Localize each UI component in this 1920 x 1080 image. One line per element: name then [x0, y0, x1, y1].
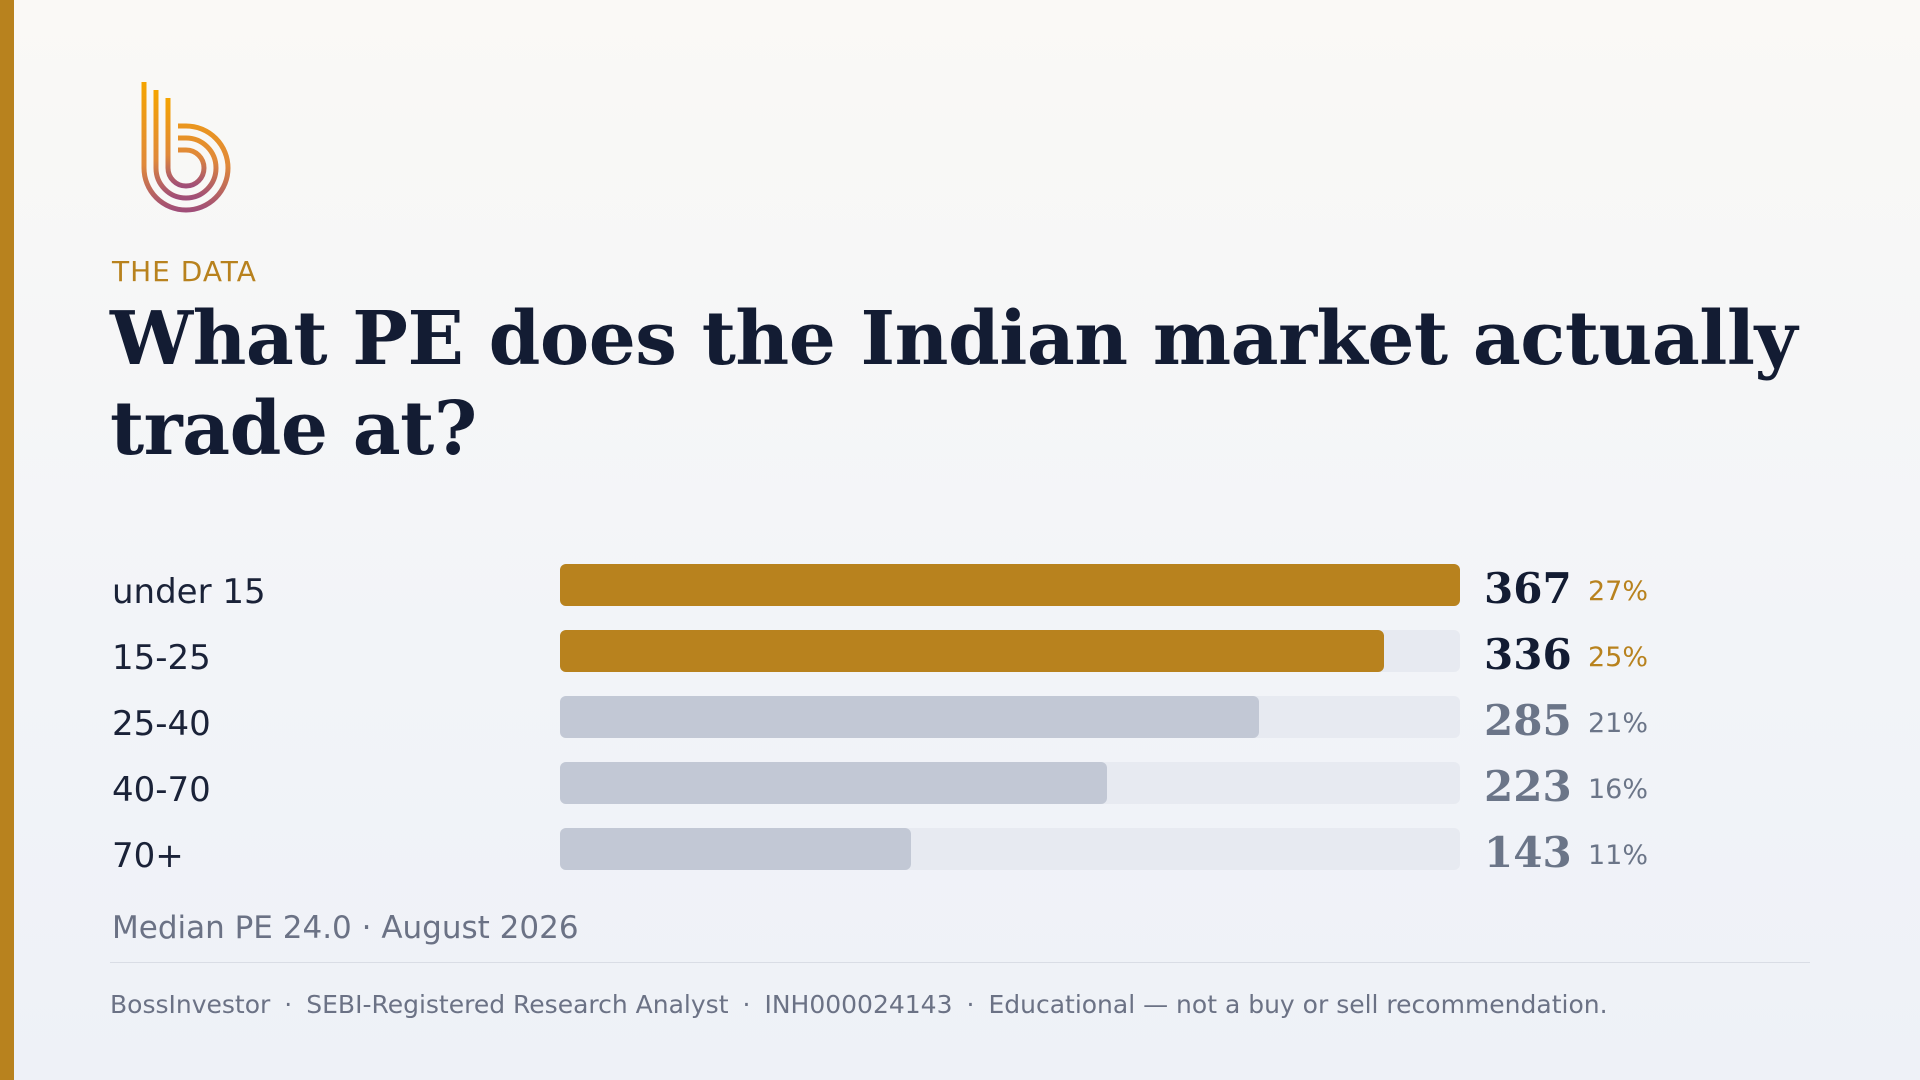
percent-label: 27% [1588, 576, 1649, 607]
separator: · [966, 990, 975, 1019]
b-logo-icon [141, 82, 231, 213]
disclaimer-note: Educational — not a buy or sell recommen… [988, 990, 1608, 1019]
page-title: What PE does the Indian market actually … [110, 296, 1798, 472]
percent-label: 25% [1588, 642, 1649, 673]
bar-row: 25-40 285 21% [0, 696, 1920, 746]
disclaimer-role: SEBI-Registered Research Analyst [306, 990, 729, 1019]
disclaimer-registration: INH000024143 [764, 990, 953, 1019]
bar-row: 15-25 336 25% [0, 630, 1920, 680]
value-label: 143 [1484, 828, 1572, 877]
bar-track [560, 828, 1460, 870]
separator: · [284, 990, 293, 1019]
chart-footnote: Median PE 24.0 · August 2026 [112, 910, 579, 946]
separator: · [742, 990, 751, 1019]
value-label: 336 [1484, 630, 1572, 679]
percent-label: 11% [1588, 840, 1649, 871]
category-label: 25-40 [112, 704, 211, 744]
bar [560, 762, 1107, 804]
disclaimer: BossInvestor · SEBI-Registered Research An… [110, 990, 1608, 1019]
category-label: under 15 [112, 572, 266, 612]
value-label: 223 [1484, 762, 1572, 811]
percent-label: 21% [1588, 708, 1649, 739]
bar-row: 70+ 143 11% [0, 828, 1920, 878]
bar-track [560, 630, 1460, 672]
category-label: 15-25 [112, 638, 211, 678]
accent-stripe [0, 0, 14, 1080]
bar-row: under 15 367 27% [0, 564, 1920, 614]
bar-track [560, 696, 1460, 738]
bar [560, 696, 1259, 738]
section-eyebrow: THE DATA [112, 255, 257, 288]
disclaimer-brand: BossInvestor [110, 990, 271, 1019]
bar [560, 828, 911, 870]
category-label: 40-70 [112, 770, 211, 810]
value-label: 285 [1484, 696, 1572, 745]
divider [110, 962, 1810, 963]
percent-label: 16% [1588, 774, 1649, 805]
bar [560, 564, 1460, 606]
bar-track [560, 762, 1460, 804]
category-label: 70+ [112, 836, 184, 876]
bar-row: 40-70 223 16% [0, 762, 1920, 812]
bar [560, 630, 1384, 672]
bar-track [560, 564, 1460, 606]
value-label: 367 [1484, 564, 1572, 613]
